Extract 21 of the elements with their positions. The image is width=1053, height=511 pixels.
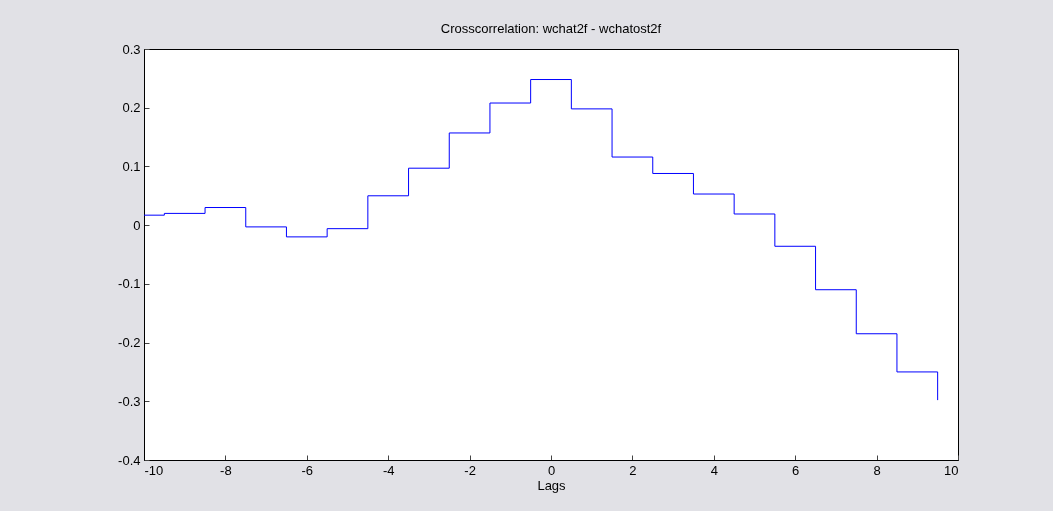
x-tick-label: 2 — [629, 462, 637, 478]
x-tick-label: 10 — [944, 462, 959, 478]
x-tick-label: 6 — [792, 462, 800, 478]
x-tick-label: -10 — [144, 462, 164, 478]
chart-title: Crosscorrelation: wchat2f - wchatost2f — [440, 21, 662, 36]
y-tick-label: 0.1 — [122, 158, 141, 174]
y-tick-label: 0.3 — [122, 41, 141, 57]
x-tick-label: -8 — [220, 462, 232, 478]
y-tick-label: 0.2 — [122, 100, 141, 116]
x-axis-title: Lags — [537, 477, 567, 493]
x-tick-label: -4 — [382, 462, 395, 478]
y-tick-label: 0 — [133, 217, 141, 233]
x-tick-label: 4 — [710, 462, 718, 478]
y-tick-label: -0.3 — [118, 393, 141, 409]
y-tick-label: -0.4 — [118, 452, 141, 468]
x-tick-label: 8 — [873, 462, 881, 478]
x-tick-label: -6 — [301, 462, 314, 478]
x-tick-label: 0 — [547, 462, 556, 478]
y-tick-label: -0.2 — [118, 335, 141, 351]
x-tick-label: -2 — [464, 462, 476, 478]
y-tick-label: -0.1 — [118, 276, 141, 292]
